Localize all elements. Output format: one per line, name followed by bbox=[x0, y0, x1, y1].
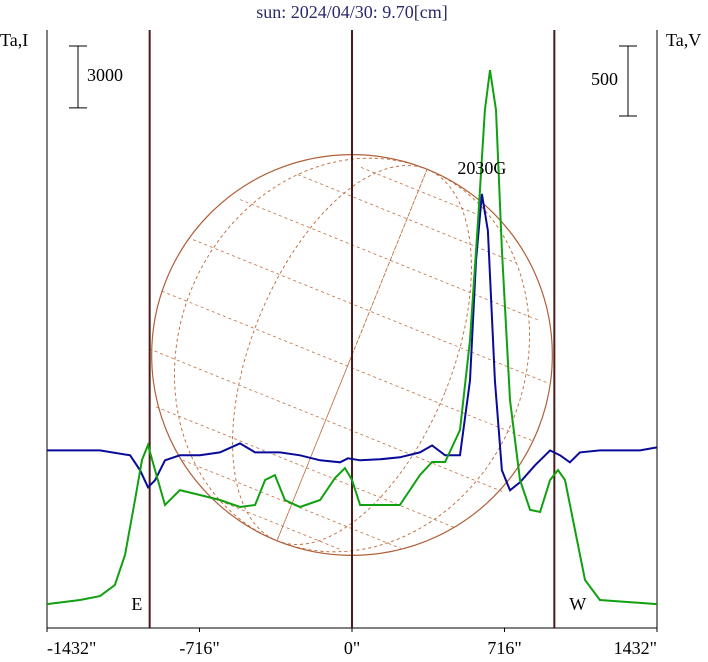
data-line bbox=[46, 69, 658, 606]
parallel bbox=[156, 406, 457, 529]
annotation: 2030G bbox=[457, 158, 506, 178]
x-tick-label: 716" bbox=[487, 638, 521, 658]
scale-bar-label: 500 bbox=[591, 69, 618, 89]
y2-axis-label: Ta,V bbox=[666, 30, 701, 50]
x-tick-label: 0" bbox=[344, 638, 360, 658]
data-line bbox=[47, 193, 658, 492]
chart-title: sun: 2024/04/30: 9.70[cm] bbox=[256, 2, 448, 22]
x-tick-label: 1432" bbox=[614, 638, 657, 658]
parallel bbox=[161, 290, 534, 442]
parallel bbox=[225, 502, 341, 550]
annotation: E bbox=[131, 594, 142, 614]
y-axis-label: Ta,I bbox=[0, 30, 28, 50]
annotation: W bbox=[569, 594, 586, 614]
scale-bar-label: 3000 bbox=[87, 65, 123, 85]
parallel bbox=[360, 167, 476, 215]
x-tick-label: -716" bbox=[179, 638, 219, 658]
x-tick-label: -1432" bbox=[47, 638, 96, 658]
